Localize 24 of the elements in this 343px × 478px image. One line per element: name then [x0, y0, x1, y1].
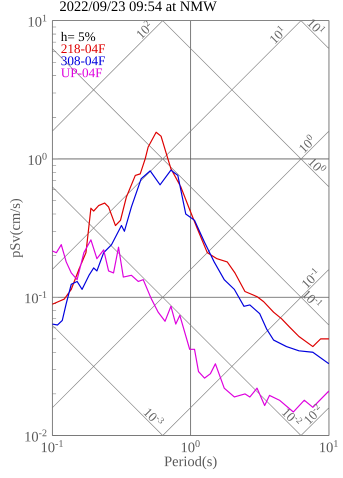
x-tick-label: 10$^{-1}$	[42, 440, 63, 452]
annotation: 10$^{0}$	[308, 158, 326, 171]
x-tick-label: 10$^{1}$	[320, 440, 338, 452]
chart-title: 2022/09/23 09:54 at NMW	[60, 1, 217, 12]
y-axis-title: pSv(cm/s)	[10, 198, 23, 258]
annotation: 10$^{2}$	[136, 20, 150, 39]
y-tick-label: 10$^{1}$	[28, 14, 46, 27]
annotation: 10$^{-1}$	[302, 290, 322, 306]
x-tick-label: 10$^{0}$	[182, 440, 200, 452]
annotation: 10$^{-3}$	[143, 408, 164, 424]
annotation: 10$^{-2}$	[282, 408, 302, 424]
y-tick-label: 10$^{-2}$	[25, 429, 46, 442]
text: 308-04F	[61, 56, 105, 66]
annotation: 10$^{1}$	[270, 26, 284, 44]
y-tick-label: 10$^{-1}$	[25, 291, 46, 304]
text: UP-04F	[60, 68, 102, 78]
annotation: 10$^{0}$	[299, 134, 312, 153]
annotation: 10$^{1}$	[306, 19, 326, 32]
y-tick-label: 10$^{0}$	[28, 152, 46, 166]
annotation: 10$^{-1}$	[302, 268, 318, 288]
legend-title: h= 5%	[60, 32, 95, 42]
x-axis-title: Period(s)	[164, 456, 216, 470]
annotation: 10$^{-2}$	[304, 404, 320, 424]
text: 218-04F	[61, 44, 105, 54]
